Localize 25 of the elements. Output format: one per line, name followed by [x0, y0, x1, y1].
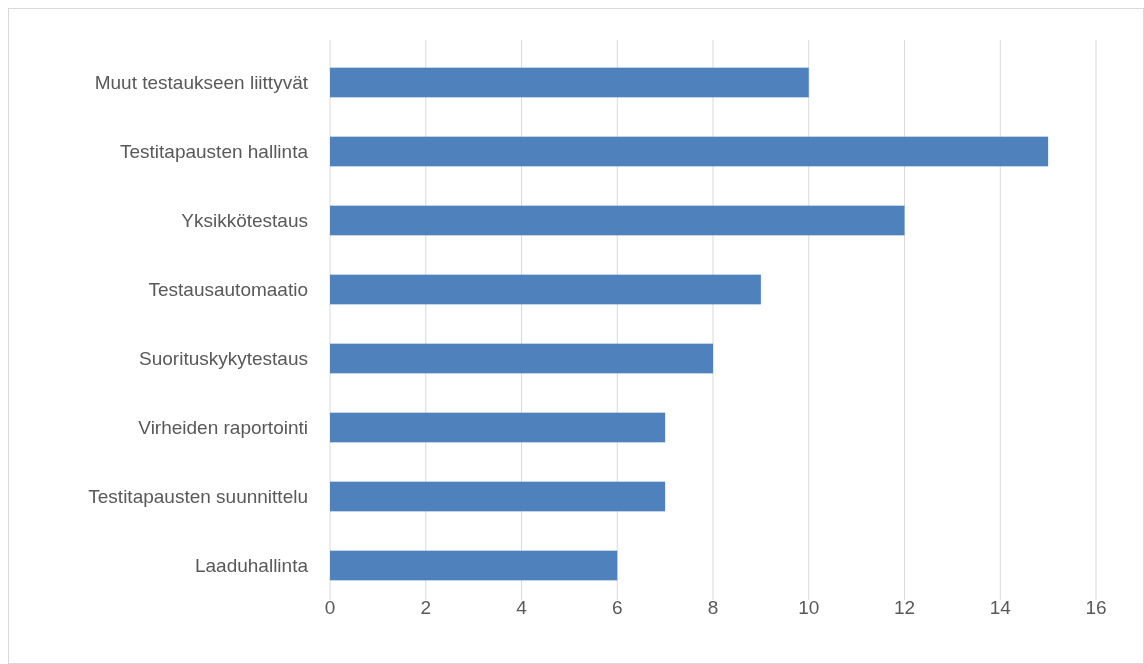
y-tick-label: Yksikkötestaus — [181, 210, 308, 232]
y-tick-label: Testitapausten hallinta — [119, 141, 309, 163]
y-tick-label: Suorituskykytestaus — [139, 348, 308, 370]
bar — [330, 550, 618, 581]
y-tick-label: Muut testaukseen liittyvät — [94, 72, 309, 94]
x-tick-label: 10 — [798, 597, 820, 618]
x-tick-label: 12 — [893, 597, 916, 618]
bar — [330, 274, 761, 305]
y-tick-label: Virheiden raportointi — [138, 417, 308, 439]
x-tick-label: 6 — [611, 597, 623, 618]
bar — [330, 136, 1049, 167]
x-tick-label: 4 — [516, 597, 528, 618]
x-tick-label: 2 — [420, 597, 432, 618]
bar — [330, 205, 905, 236]
x-tick-label: 8 — [707, 597, 719, 618]
y-tick-label: Testausautomaatio — [148, 279, 308, 301]
bar — [330, 343, 713, 374]
x-tick-label: 0 — [324, 597, 336, 618]
bar — [330, 412, 666, 443]
x-tick-label: 14 — [989, 597, 1012, 618]
bar — [330, 481, 666, 512]
y-tick-label: Testitapausten suunnittelu — [88, 486, 308, 508]
x-tick-label: 16 — [1085, 597, 1107, 618]
y-tick-label: Laaduhallinta — [194, 555, 309, 577]
bar — [330, 67, 809, 98]
